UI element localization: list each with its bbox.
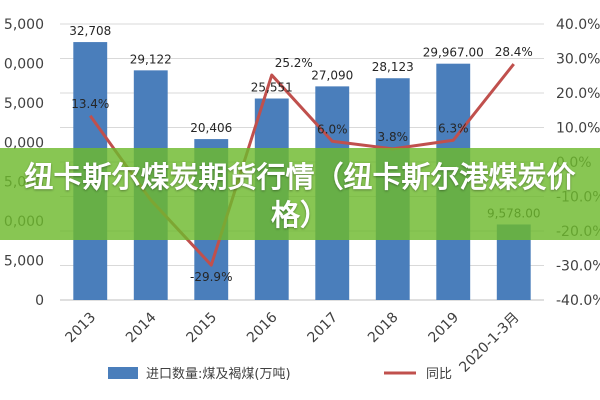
y-right-tick-label: 20.0% (556, 86, 600, 102)
y-right-tick-label: 30.0% (556, 52, 600, 68)
line-value-label: 3.8% (378, 130, 409, 144)
x-tick-label: 2020-1-3月 (456, 310, 522, 376)
y-left-tick-label: 0,000 (4, 56, 44, 72)
y-right-tick-label: -30.0% (556, 259, 600, 275)
line-value-label: 25.2% (275, 56, 313, 70)
y-right-tick-label: 40.0% (556, 17, 600, 33)
bar-value-label: 29,122 (130, 52, 172, 66)
bar-value-label: 20,406 (190, 121, 232, 135)
x-tick-label: 2016 (244, 309, 281, 346)
x-tick-label: 2015 (184, 310, 221, 347)
bar-value-label: 29,967.00 (423, 46, 484, 60)
y-left-tick-label: 0,000 (4, 135, 44, 151)
bar-value-label: 32,708 (69, 24, 111, 38)
line-value-label: 13.4% (71, 97, 109, 111)
y-left-tick-label: 5,000 (4, 17, 44, 33)
line-value-label: -29.9% (190, 270, 232, 284)
x-tick-label: 2013 (63, 310, 100, 347)
title-banner (0, 148, 600, 240)
line-value-label: 28.4% (495, 45, 533, 59)
x-tick-label: 2018 (365, 310, 402, 347)
y-left-tick-label: 5,000 (4, 96, 44, 112)
banner-title: 纽卡斯尔煤炭期货行情（纽卡斯尔港煤炭价格） (24, 160, 576, 232)
y-left-tick-label: 5,000 (4, 254, 44, 270)
x-tick-label: 2019 (426, 310, 463, 347)
y-right-tick-label: -40.0% (556, 293, 600, 309)
legend-label-line: 同比 (426, 367, 452, 382)
legend-swatch-bar (108, 367, 138, 379)
x-tick-label: 2014 (123, 309, 160, 346)
bar-value-label: 28,123 (372, 60, 414, 74)
line-value-label: 6.0% (317, 122, 348, 136)
x-tick-label: 2017 (305, 310, 342, 347)
legend-label-bar: 进口数量:煤及褐煤(万吨) (146, 367, 291, 382)
line-value-label: 6.3% (438, 121, 469, 135)
y-right-tick-label: 10.0% (556, 121, 600, 137)
y-left-tick-label: 0 (35, 293, 44, 309)
bar-value-label: 27,090 (311, 68, 353, 82)
bar-value-label: 25,551 (251, 81, 293, 95)
